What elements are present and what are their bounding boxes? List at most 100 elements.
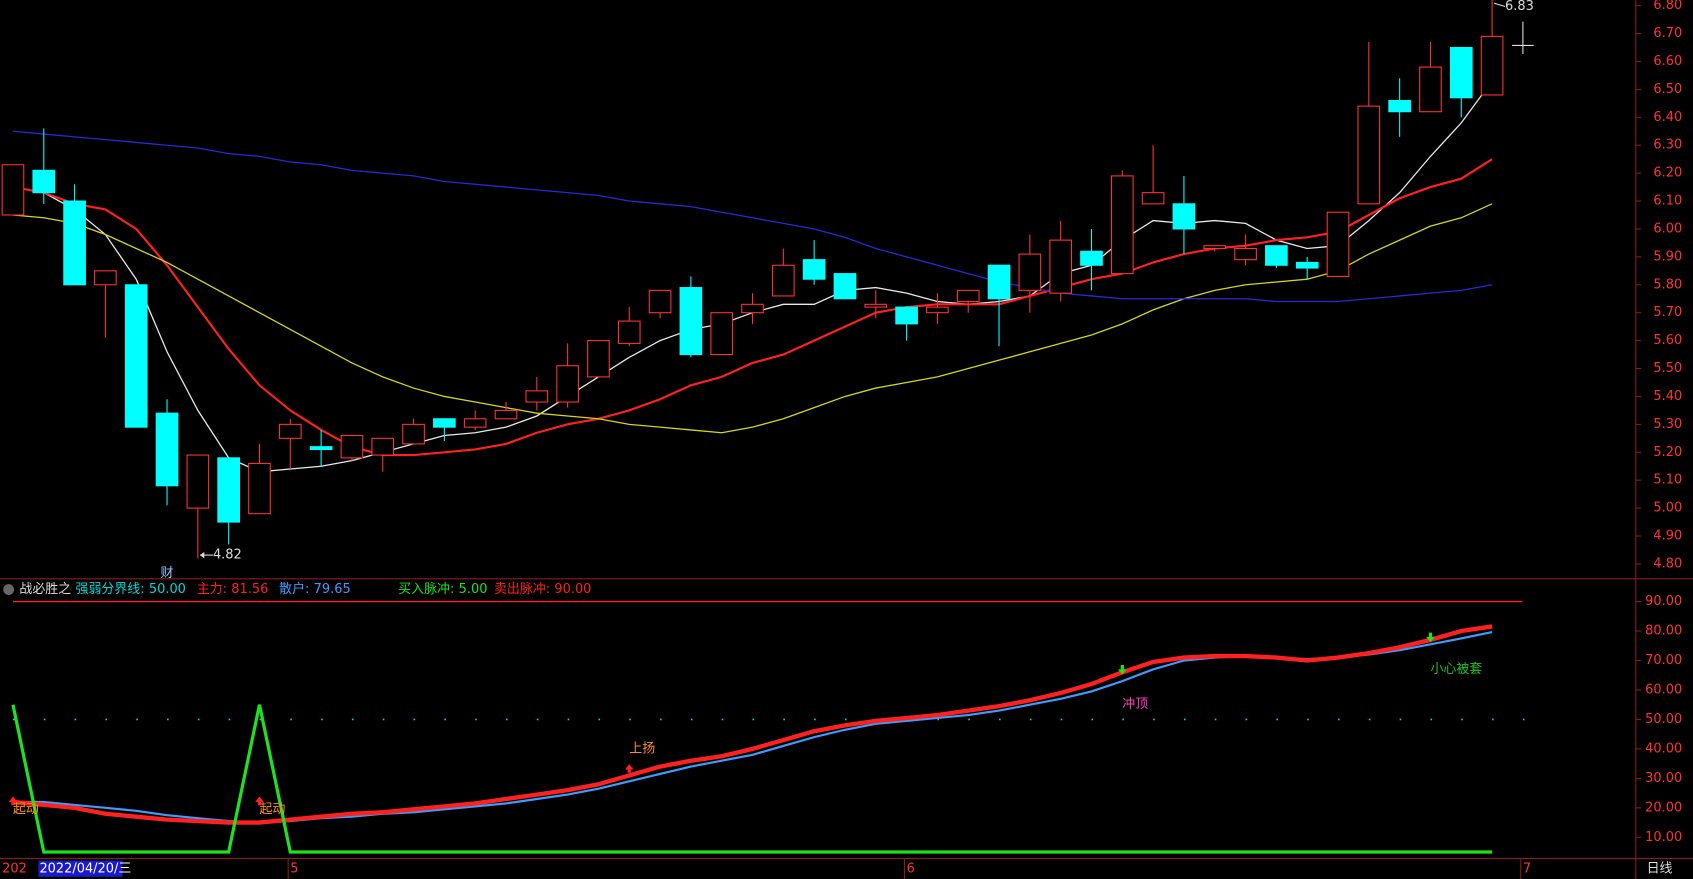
indicator-header-text: 买入脉冲: [398,582,454,597]
candle-body [956,289,980,303]
signal-arrow [255,796,264,806]
indicator-header-text: 5.00 [459,582,488,597]
y-tick-label: 6.60 [1653,54,1682,69]
candle-body [433,418,456,428]
indicator-header-text: 81.56 [231,582,268,597]
x-tick-label: 5 [290,862,298,877]
y-tick-label: 80.00 [1645,624,1682,639]
high-arrow [1494,2,1506,8]
candle-body [1141,192,1165,205]
y-tick-label: 6.00 [1653,221,1682,236]
indicator-line [11,704,1493,854]
candle-body [1265,245,1288,266]
candle-body [1326,211,1350,277]
y-tick-label: 40.00 [1645,741,1682,756]
candle-body [926,306,949,314]
signal-label: 上扬 [629,741,655,756]
signal-label: 起动 [13,802,39,817]
candle-body [1203,245,1227,250]
candle-body [1080,250,1103,266]
candle-body [1480,35,1504,96]
y-tick-label: 90.00 [1645,594,1682,609]
cursor-cross [1512,21,1534,55]
event-marker: 财 [161,566,174,581]
signal-label: 小心被套 [1430,661,1482,677]
candle-body [1388,100,1411,113]
candle-body [1018,253,1042,291]
candle-body [494,409,518,420]
candle-body [32,169,56,194]
candle-body [525,390,549,403]
signal-arrow [624,764,634,773]
x-tick-label: 6 [907,862,915,877]
low-label: 4.82 [213,548,242,563]
y-tick-label: 6.30 [1653,138,1682,153]
candle-body [309,446,333,451]
y-tick-label: 6.50 [1653,82,1682,97]
ma-line [12,80,1493,473]
y-tick-label: 5.40 [1653,389,1682,404]
candle-body [802,259,826,280]
x-tick-label: 202 [2,862,27,877]
y-tick-label: 4.80 [1653,556,1682,571]
low-arrow-head [200,551,205,559]
candle-body [463,418,487,428]
indicator-line [12,624,1493,825]
y-tick-label: 5.50 [1653,361,1682,376]
y-tick-label: 50.00 [1645,712,1682,727]
y-tick-label: 6.70 [1653,26,1682,41]
x-tick-label: 7 [1523,862,1531,877]
candle-body [617,320,641,344]
candle-body [710,312,734,356]
indicator-icon[interactable] [3,584,15,595]
candle-body [1295,261,1319,269]
y-tick-label: 6.20 [1653,166,1682,181]
y-tick-label: 60.00 [1645,682,1682,697]
candle-body [94,270,117,286]
indicator-header-text: 卖出脉冲: [494,582,550,597]
signal-label: 冲顶 [1122,697,1148,712]
candle-body [1234,247,1257,261]
y-tick-label: 20.00 [1645,800,1682,815]
candle-body [217,457,241,523]
high-label: 6.83 [1505,0,1534,14]
cursor-date: 2022/04/20/三 [39,862,131,877]
candle-body [587,340,610,378]
candle-body [864,303,888,308]
y-tick-label: 4.90 [1653,529,1682,544]
y-tick-label: 5.60 [1653,333,1682,348]
candle-body [1172,203,1196,230]
signal-arrow [1117,665,1127,675]
candle-body [1449,46,1473,99]
y-tick-label: 5.70 [1653,305,1682,320]
candle-body [63,200,86,286]
signal-arrow [8,796,18,806]
candle-body [1049,239,1073,294]
candle-body [248,462,271,515]
indicator-header-text: 散户: [279,581,309,597]
candle-body [402,423,425,445]
candle-body [771,264,795,297]
candle-body [340,434,364,459]
y-tick-label: 6.10 [1653,194,1682,209]
y-tick-label: 5.00 [1653,501,1682,516]
indicator-header-text: 90.00 [554,582,591,597]
ma-line [12,203,1493,434]
candle-body [1419,66,1442,113]
y-tick-label: 5.90 [1653,249,1682,264]
y-tick-label: 5.80 [1653,277,1682,292]
indicator-header-text: 79.65 [314,582,351,597]
indicator-header-text: 主力: [197,582,227,597]
candle-body [1,164,25,216]
candle-body [1110,175,1134,275]
candle-body [741,303,764,314]
candle-body [371,437,395,456]
indicator-line [12,631,1493,824]
signal-label: 起动 [259,802,285,817]
candle-body [679,287,703,356]
candle-body [895,306,918,325]
indicator-header-text: 强弱分界线: [76,582,145,597]
signal-arrow [1426,632,1435,643]
